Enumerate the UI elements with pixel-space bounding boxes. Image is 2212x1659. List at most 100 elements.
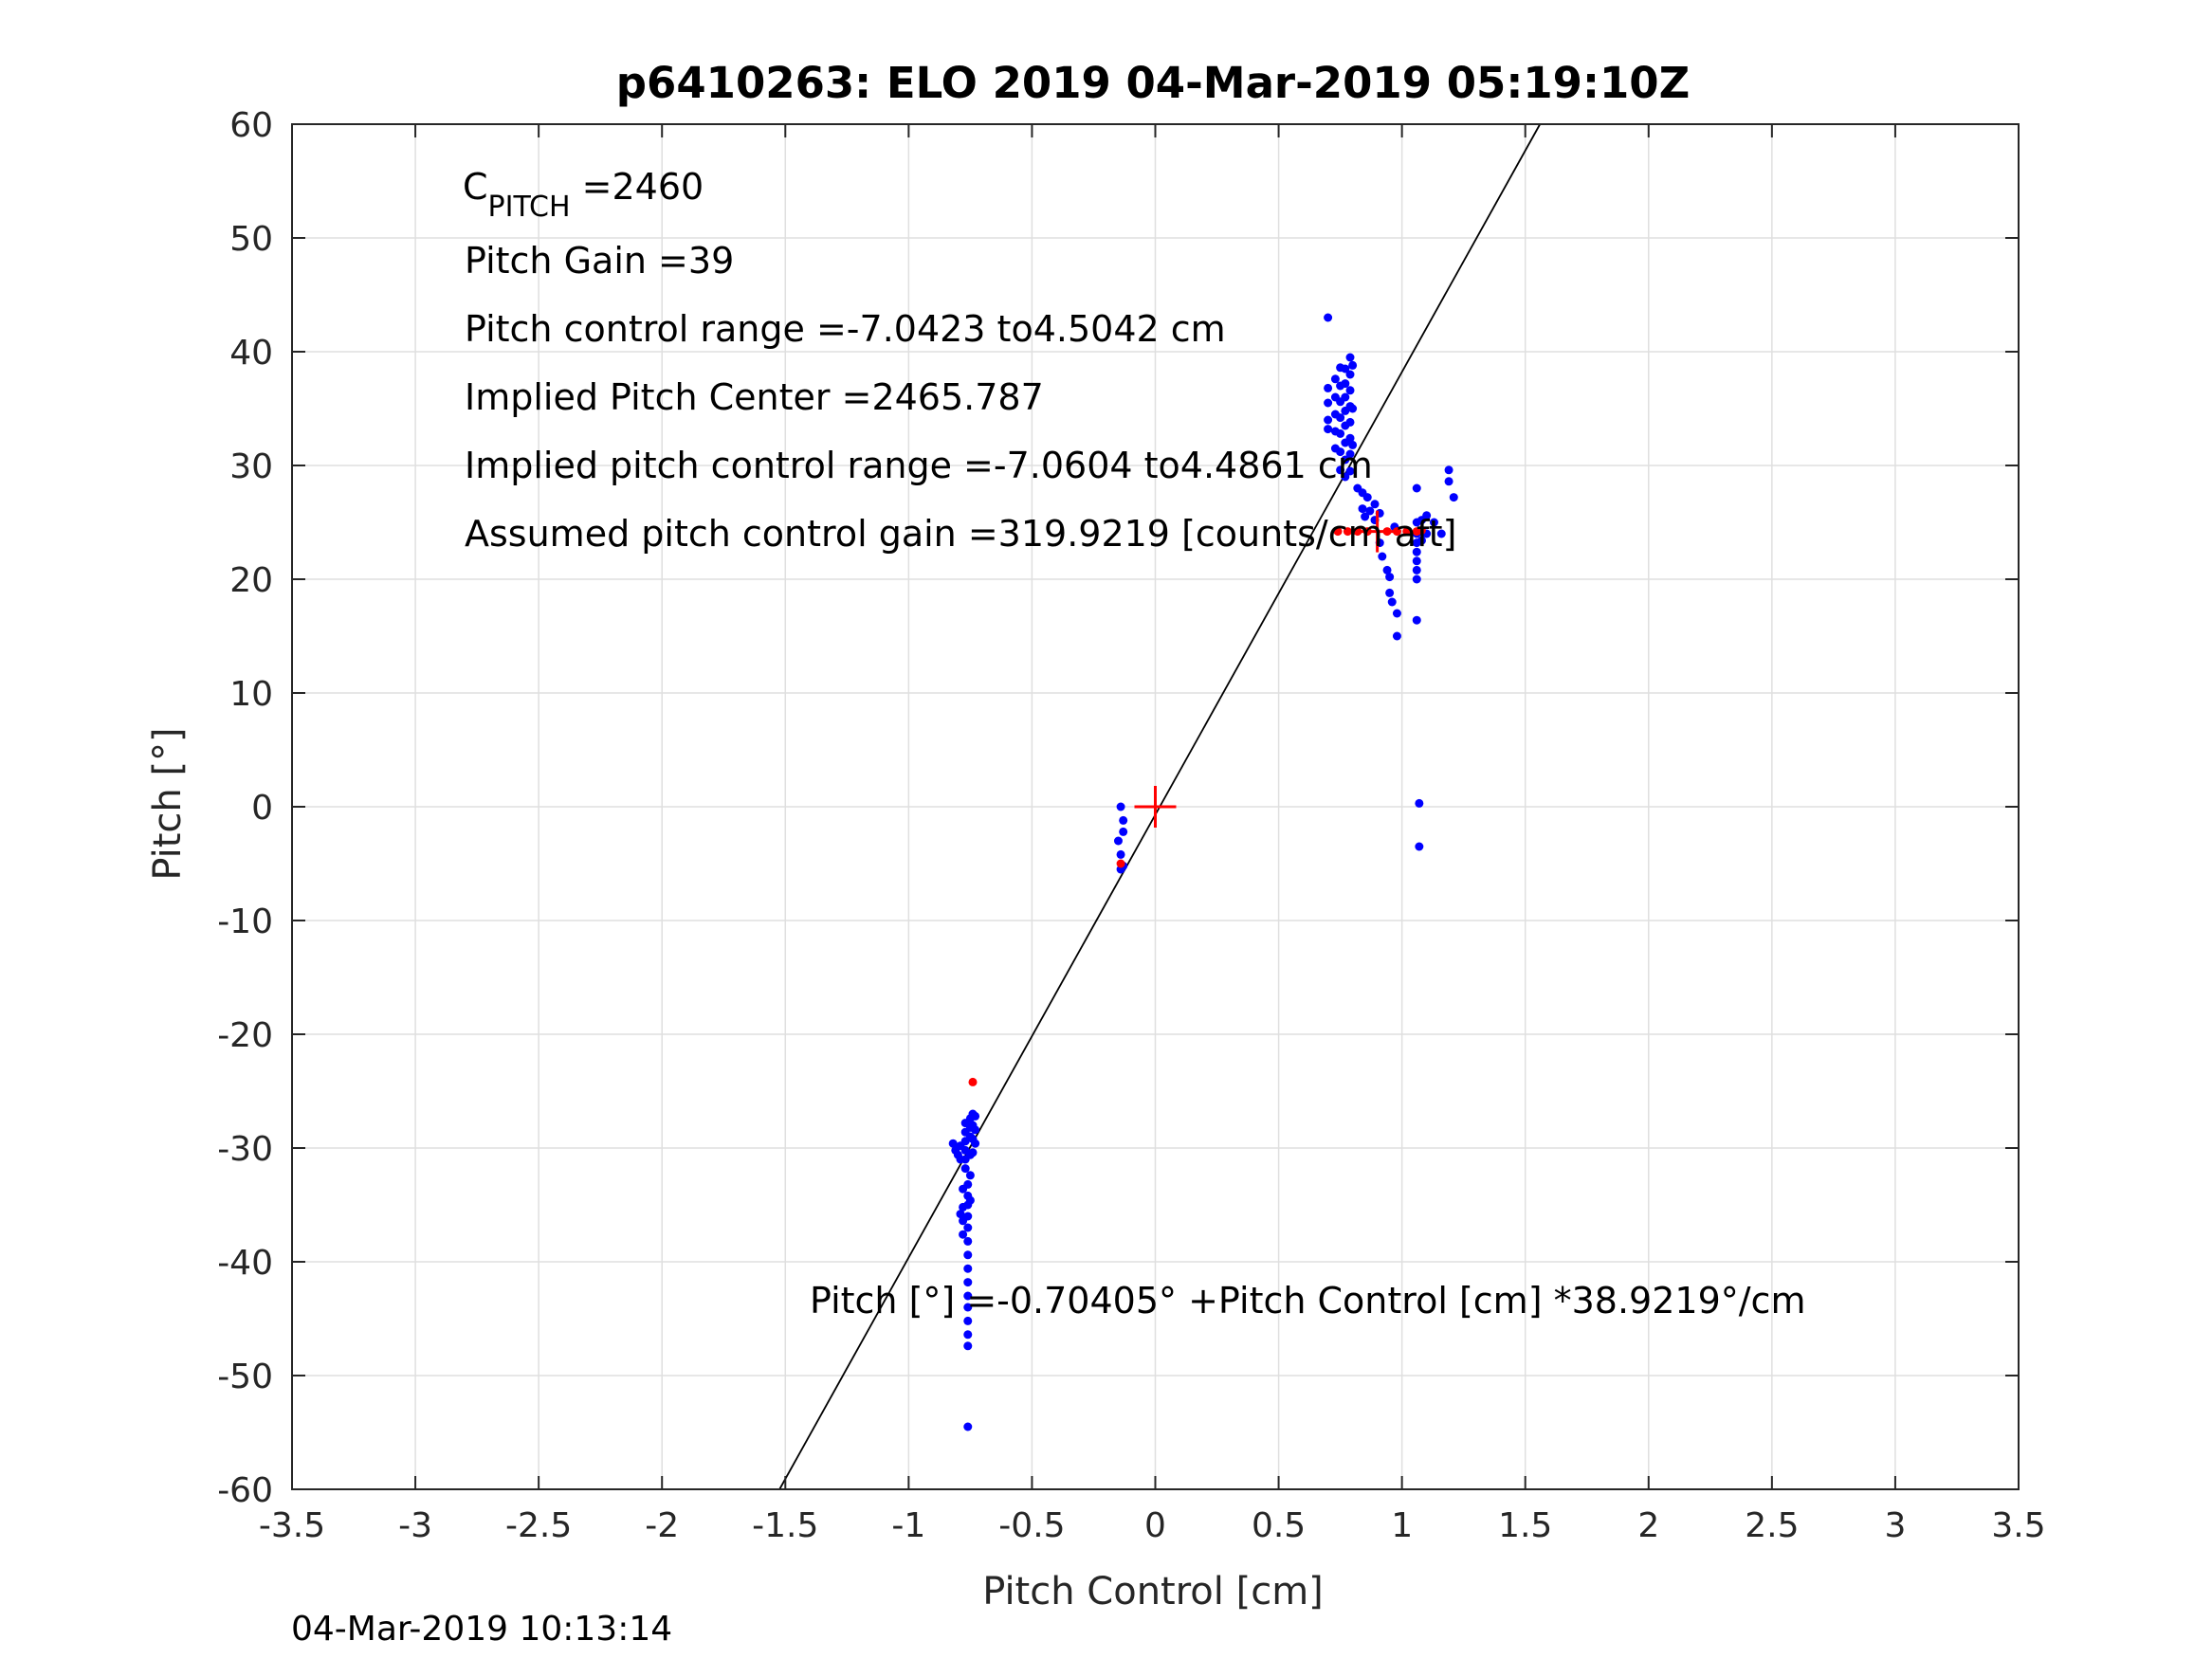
blue-data-point <box>968 1148 978 1158</box>
blue-data-point <box>1378 552 1387 561</box>
blue-data-point <box>1116 849 1125 859</box>
blue-data-point <box>948 1139 958 1148</box>
y-tick-label: -60 <box>217 1471 273 1510</box>
blue-data-point <box>963 1250 973 1260</box>
blue-data-point <box>960 1164 970 1174</box>
blue-data-point <box>1324 425 1333 434</box>
blue-data-point <box>1385 573 1395 582</box>
cpitch-subscript: PITCH <box>488 191 571 224</box>
data-points <box>948 313 1458 1431</box>
blue-data-point <box>971 1125 980 1135</box>
annotation-fit-equation: Pitch [°] =-0.70405° +Pitch Control [cm]… <box>810 1280 1805 1322</box>
blue-data-point <box>956 1210 965 1219</box>
blue-data-point <box>959 1184 968 1194</box>
blue-data-point <box>1341 379 1350 389</box>
blue-data-point <box>1444 465 1453 475</box>
annotation-control-range: Pitch control range =-7.0423 to4.5042 cm <box>465 308 1226 350</box>
blue-data-point <box>1345 370 1355 379</box>
blue-data-point <box>1336 465 1345 475</box>
blue-data-point <box>1324 383 1333 392</box>
y-tick-label: -30 <box>217 1130 273 1169</box>
blue-data-point <box>971 1111 980 1121</box>
annotation-implied-center: Implied Pitch Center =2465.787 <box>465 376 1044 418</box>
blue-data-point <box>965 1171 975 1180</box>
red-data-point <box>1402 527 1412 537</box>
blue-data-point <box>1362 493 1372 502</box>
blue-data-point <box>1422 511 1432 520</box>
y-tick-label: 0 <box>251 789 273 828</box>
blue-data-point <box>1382 565 1392 574</box>
blue-data-point <box>963 1264 973 1273</box>
blue-data-point <box>959 1202 968 1212</box>
x-tick-label: 3.5 <box>1991 1506 2045 1545</box>
blue-data-point <box>1412 574 1421 584</box>
chart-title: p6410263: ELO 2019 04-Mar-2019 05:19:10Z <box>616 58 1690 108</box>
blue-data-point <box>963 1236 973 1246</box>
blue-data-point <box>1348 404 1358 413</box>
blue-data-point <box>1345 417 1355 427</box>
blue-data-point <box>1370 500 1380 509</box>
blue-data-point <box>1345 449 1355 459</box>
blue-data-point <box>963 1278 973 1287</box>
blue-data-point <box>1345 353 1355 362</box>
blue-data-point <box>1348 440 1358 449</box>
center-plus-marker <box>1134 786 1177 828</box>
blue-data-point <box>1412 483 1421 493</box>
x-tick-label: 1.5 <box>1498 1506 1552 1545</box>
blue-data-point <box>1345 433 1355 443</box>
x-tick-label: 2.5 <box>1745 1506 1799 1545</box>
blue-data-point <box>1116 802 1125 811</box>
blue-data-point <box>1385 588 1395 597</box>
y-tick-label: -40 <box>217 1244 273 1283</box>
blue-data-point <box>963 1341 973 1351</box>
cpitch-main: C <box>463 166 488 208</box>
blue-data-point <box>1417 536 1426 545</box>
y-tick-label: 50 <box>229 220 273 259</box>
blue-data-point <box>1392 631 1401 641</box>
blue-data-point <box>963 1316 973 1325</box>
blue-data-point <box>1429 518 1438 527</box>
x-tick-label: -1.5 <box>752 1506 818 1545</box>
blue-data-point <box>1119 827 1128 836</box>
red-data-point <box>1343 527 1352 537</box>
blue-data-point <box>1412 615 1421 625</box>
blue-data-point <box>1341 392 1350 402</box>
blue-data-point <box>1387 597 1397 607</box>
y-tick-label: 30 <box>229 447 273 486</box>
blue-data-point <box>1412 565 1421 574</box>
blue-data-point <box>965 1195 975 1205</box>
blue-data-point <box>1341 455 1350 465</box>
x-tick-label: 1 <box>1391 1506 1413 1545</box>
blue-data-point <box>1392 609 1401 618</box>
blue-data-point <box>1412 556 1421 566</box>
blue-data-point <box>1348 360 1358 370</box>
y-tick-label: -10 <box>217 902 273 941</box>
x-tick-label: -3 <box>398 1506 432 1545</box>
x-tick-label: -2 <box>645 1506 679 1545</box>
axis-ticks: -3.5 -3 -2.5 -2 -1.5 -1 -0.5 0 0.5 1 1.5 2 2.5 3 3.5 -6… <box>217 106 2045 1545</box>
blue-data-point <box>1361 512 1370 521</box>
annotation-implied-range: Implied pitch control range =-7.0604 to4… <box>465 445 1373 486</box>
blue-data-point <box>963 1303 973 1312</box>
blue-data-point <box>1324 313 1333 322</box>
blue-data-point <box>1336 428 1345 438</box>
blue-data-point <box>963 1223 973 1232</box>
x-tick-label: -2.5 <box>505 1506 572 1545</box>
y-tick-label: -50 <box>217 1358 273 1396</box>
blue-data-point <box>1336 447 1345 457</box>
center-markers <box>1134 510 1398 828</box>
y-tick-label: 40 <box>229 334 273 373</box>
y-tick-label: 60 <box>229 106 273 145</box>
red-data-point <box>968 1077 978 1086</box>
y-axis-label: Pitch [°] <box>146 727 190 880</box>
blue-data-point <box>959 1216 968 1226</box>
blue-data-point <box>1444 477 1453 486</box>
cpitch-value: =2460 <box>571 166 704 208</box>
blue-data-point <box>1341 472 1350 482</box>
annotation-assumed-gain: Assumed pitch control gain =319.9219 [co… <box>465 513 1456 555</box>
blue-data-point <box>1345 386 1355 395</box>
blue-data-point <box>1365 506 1375 516</box>
blue-data-point <box>1415 842 1424 851</box>
x-tick-label: -3.5 <box>259 1506 325 1545</box>
blue-data-point <box>959 1230 968 1239</box>
